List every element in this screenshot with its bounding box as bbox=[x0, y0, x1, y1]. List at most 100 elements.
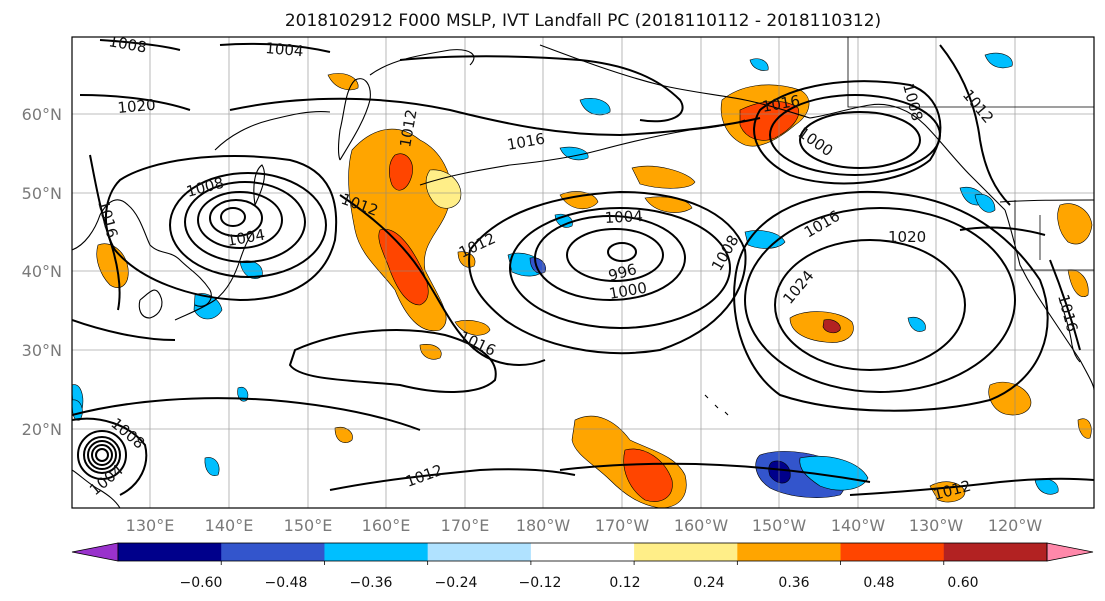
shade-orange-150w-30n bbox=[789, 311, 854, 343]
lon-label: 160°E bbox=[362, 516, 411, 535]
shade-darkred-150w-30n bbox=[822, 319, 841, 334]
lon-label: 130°E bbox=[126, 516, 175, 535]
shade-lightblue-150w-15n bbox=[799, 455, 869, 491]
lon-label: 140°W bbox=[831, 516, 886, 535]
contour-1016-north bbox=[229, 97, 761, 137]
colorbar-segment bbox=[324, 543, 429, 561]
shade-orange-170e-35n bbox=[454, 320, 491, 336]
contour-label: 1004 bbox=[265, 39, 305, 60]
colorbar-extend-low bbox=[71, 542, 119, 562]
contour-1016-west bbox=[89, 154, 121, 311]
contour-1012-ak bbox=[939, 44, 1011, 206]
lon-label: 170°E bbox=[441, 516, 490, 535]
coast-philippines bbox=[72, 469, 121, 508]
shade-orange-westcoast bbox=[1057, 203, 1093, 245]
contour-typhoon-3 bbox=[87, 440, 117, 470]
colorbar-frame bbox=[117, 542, 1048, 562]
lon-label: 120°W bbox=[988, 516, 1043, 535]
shade-blue-165w-58n bbox=[579, 98, 611, 116]
shade-blue-145e-10n bbox=[204, 457, 220, 476]
contour-1016-high bbox=[733, 190, 1049, 412]
contour-1016-japan bbox=[104, 155, 338, 302]
lat-label: 30°N bbox=[22, 341, 62, 360]
coast-korea bbox=[138, 289, 163, 319]
colorbar-tick-label: −0.36 bbox=[350, 575, 393, 591]
lat-label: 60°N bbox=[22, 105, 62, 124]
contour-label: 1020 bbox=[888, 228, 926, 246]
shade-orange-165w-52n bbox=[631, 165, 696, 189]
contour-1008-typhoon bbox=[72, 417, 148, 496]
contour-1000-low bbox=[566, 228, 664, 282]
map-title: 2018102912 F000 MSLP, IVT Landfall PC (2… bbox=[285, 11, 881, 31]
contour-1024 bbox=[774, 239, 966, 371]
contour-low-japan-4 bbox=[184, 181, 306, 263]
shade-orange-175w-50n bbox=[559, 191, 599, 209]
lon-label: 150°E bbox=[284, 516, 333, 535]
contour-1004-north bbox=[219, 42, 331, 53]
shade-red-160e bbox=[378, 228, 429, 306]
coast-hawaii bbox=[704, 394, 729, 416]
contour-label: 1004 bbox=[604, 207, 643, 227]
contour-1012-south bbox=[329, 468, 576, 491]
colorbar-tick-label: 0.60 bbox=[947, 575, 978, 591]
contour-1008-ak bbox=[753, 80, 942, 185]
lon-label: 170°W bbox=[595, 516, 650, 535]
coast-canada-border bbox=[999, 199, 1094, 203]
contour-1008-north bbox=[99, 39, 181, 51]
contour-1016-se2 bbox=[559, 462, 871, 483]
shade-orange-160w-48n bbox=[644, 196, 693, 213]
contour-1004-low bbox=[534, 215, 686, 301]
lon-label: 180°W bbox=[516, 516, 571, 535]
contour-1016-mid bbox=[288, 329, 497, 393]
colorbar-tick-label: −0.60 bbox=[180, 575, 223, 591]
colorbar-tick-label: −0.12 bbox=[519, 575, 562, 591]
contour-1012-north bbox=[399, 55, 684, 123]
contour-1012-west-low bbox=[72, 319, 176, 341]
contour-typhoon-2 bbox=[91, 444, 113, 466]
coast-okhotsk bbox=[214, 111, 331, 151]
contour-1000-ak bbox=[799, 111, 921, 169]
colorbar-tick-label: 0.24 bbox=[693, 575, 724, 591]
lon-label: 160°W bbox=[674, 516, 729, 535]
contour-1016-east bbox=[1049, 259, 1081, 351]
contour-1012-mid bbox=[339, 194, 546, 366]
shading-layer bbox=[72, 52, 1093, 508]
shade-orange-pacnw bbox=[1067, 269, 1089, 298]
shade-orange-175e-40n bbox=[457, 251, 476, 268]
contour-1012-low bbox=[468, 190, 747, 355]
contour-1020 bbox=[744, 207, 1016, 393]
contour-1016-lower bbox=[72, 397, 421, 431]
colorbar-tick-label: 0.36 bbox=[778, 575, 809, 591]
contour-typhoon-1 bbox=[95, 448, 109, 462]
lon-label: 130°W bbox=[909, 516, 964, 535]
lat-labels: 60°N 50°N 40°N 30°N 20°N bbox=[22, 105, 62, 439]
shade-blue-150w-42n bbox=[744, 230, 786, 249]
lat-label: 40°N bbox=[22, 262, 62, 281]
contour-1020-west bbox=[79, 94, 191, 111]
colorbar-tick-label: −0.24 bbox=[435, 575, 478, 591]
colorbar-segment bbox=[634, 543, 738, 561]
coast-japan bbox=[174, 229, 256, 321]
contour-label: 1008 bbox=[107, 32, 148, 56]
shade-blue-160w-62n bbox=[749, 58, 769, 71]
shade-red-170w bbox=[623, 448, 673, 502]
lat-label: 20°N bbox=[22, 420, 62, 439]
shade-orange-130w-23n bbox=[988, 381, 1032, 416]
contour-low-japan-3 bbox=[197, 191, 283, 249]
shade-red-160e-2 bbox=[389, 153, 413, 191]
lon-labels: 130°E 140°E 150°E 160°E 170°E 180°W 170°… bbox=[126, 516, 1043, 535]
colorbar-segment bbox=[118, 543, 222, 561]
coast-kamchatka bbox=[337, 78, 371, 161]
contour-996 bbox=[607, 242, 637, 262]
contour-low-japan-5 bbox=[169, 172, 327, 278]
mslp-contours bbox=[72, 39, 1094, 496]
contour-typhoon-5 bbox=[77, 430, 127, 480]
contour-label: 1020 bbox=[117, 96, 157, 117]
coast-na-west bbox=[1004, 209, 1094, 391]
colorbar-segment bbox=[737, 543, 842, 561]
contour-typhoon-4 bbox=[83, 436, 121, 474]
colorbar-extend-high bbox=[1046, 542, 1094, 562]
colorbar-tick-label: 0.12 bbox=[609, 575, 640, 591]
shade-blue-pacnw bbox=[974, 193, 996, 213]
